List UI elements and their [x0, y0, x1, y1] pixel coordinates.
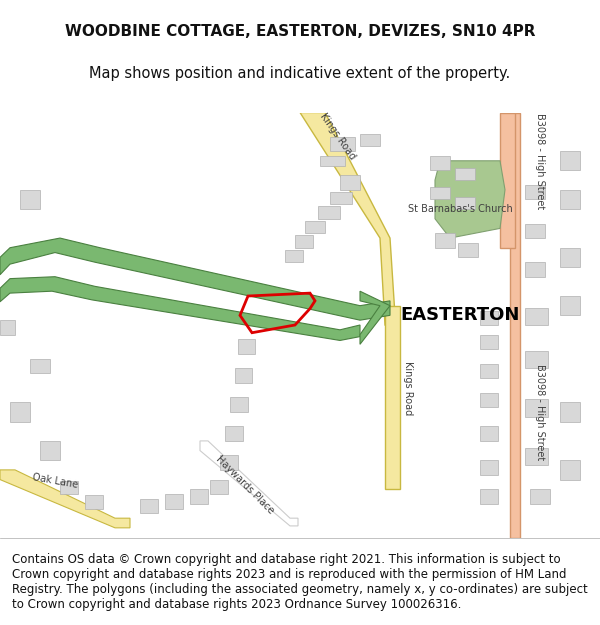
Polygon shape [165, 494, 183, 509]
Polygon shape [525, 262, 545, 277]
Polygon shape [480, 364, 498, 378]
Polygon shape [560, 151, 580, 171]
Polygon shape [480, 311, 498, 325]
Polygon shape [500, 112, 515, 248]
Polygon shape [560, 460, 580, 479]
Polygon shape [455, 196, 475, 209]
Polygon shape [480, 460, 498, 475]
Polygon shape [210, 479, 228, 494]
Polygon shape [220, 456, 238, 470]
Polygon shape [525, 448, 548, 465]
Polygon shape [0, 320, 15, 334]
Polygon shape [525, 224, 545, 238]
Text: EASTERTON: EASTERTON [400, 306, 520, 324]
Polygon shape [435, 233, 455, 248]
Polygon shape [458, 243, 478, 258]
Polygon shape [285, 249, 303, 262]
Polygon shape [360, 134, 380, 146]
Polygon shape [480, 392, 498, 407]
Polygon shape [40, 441, 60, 460]
Polygon shape [20, 190, 40, 209]
Polygon shape [435, 161, 505, 238]
Polygon shape [510, 112, 520, 538]
Polygon shape [525, 399, 548, 417]
Polygon shape [140, 499, 158, 513]
Polygon shape [318, 206, 340, 219]
Text: Contains OS data © Crown copyright and database right 2021. This information is : Contains OS data © Crown copyright and d… [12, 553, 588, 611]
Polygon shape [190, 489, 208, 504]
Polygon shape [525, 308, 548, 325]
Polygon shape [320, 156, 345, 166]
Polygon shape [455, 168, 475, 180]
Polygon shape [238, 339, 255, 354]
Text: B3098 - High Street: B3098 - High Street [535, 112, 545, 209]
Polygon shape [300, 112, 395, 325]
Polygon shape [430, 187, 450, 199]
Polygon shape [30, 359, 50, 373]
Text: Haywards Place: Haywards Place [214, 454, 276, 515]
Polygon shape [525, 351, 548, 369]
Text: St Barnabas's Church: St Barnabas's Church [407, 204, 512, 214]
Polygon shape [0, 277, 360, 341]
Polygon shape [530, 489, 550, 504]
Polygon shape [385, 306, 400, 489]
Polygon shape [480, 334, 498, 349]
Polygon shape [60, 481, 78, 494]
Polygon shape [340, 175, 360, 190]
Polygon shape [10, 402, 30, 422]
Polygon shape [295, 235, 313, 248]
Text: WOODBINE COTTAGE, EASTERTON, DEVIZES, SN10 4PR: WOODBINE COTTAGE, EASTERTON, DEVIZES, SN… [65, 24, 535, 39]
Text: Kings Road: Kings Road [319, 111, 358, 162]
Polygon shape [525, 185, 545, 199]
Polygon shape [560, 402, 580, 422]
Polygon shape [430, 156, 450, 171]
Text: Kings Road: Kings Road [403, 361, 413, 415]
Text: B3098 - High Street: B3098 - High Street [535, 364, 545, 460]
Polygon shape [225, 426, 243, 441]
Polygon shape [360, 291, 390, 344]
Polygon shape [0, 238, 390, 320]
Polygon shape [305, 221, 325, 233]
Polygon shape [330, 137, 355, 151]
Polygon shape [230, 398, 248, 412]
Polygon shape [200, 441, 298, 526]
Polygon shape [235, 369, 252, 383]
Polygon shape [85, 495, 103, 509]
Polygon shape [560, 248, 580, 267]
Text: Oak Lane: Oak Lane [31, 472, 79, 491]
Text: Map shows position and indicative extent of the property.: Map shows position and indicative extent… [89, 66, 511, 81]
Polygon shape [480, 489, 498, 504]
Polygon shape [560, 296, 580, 316]
Polygon shape [480, 426, 498, 441]
Polygon shape [0, 470, 130, 528]
Polygon shape [560, 190, 580, 209]
Polygon shape [330, 192, 352, 204]
